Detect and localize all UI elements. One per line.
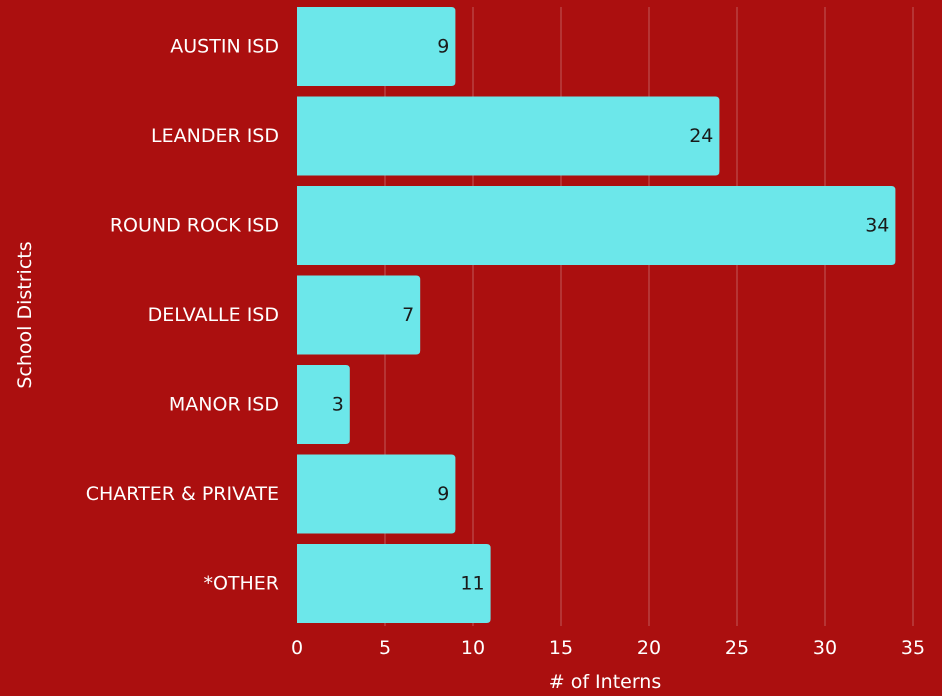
bar xyxy=(297,275,421,355)
data-label: 9 xyxy=(437,483,449,505)
x-tick-label: 0 xyxy=(291,637,303,659)
bar xyxy=(297,7,456,86)
category-label: CHARTER & PRIVATE xyxy=(86,483,279,505)
x-tick-labels: 0 5 10 15 20 25 30 35 xyxy=(291,637,925,659)
category-label: AUSTIN ISD xyxy=(170,36,279,58)
category-labels: AUSTIN ISD LEANDER ISD ROUND ROCK ISD DELVA… xyxy=(86,36,279,595)
bars xyxy=(297,7,896,623)
category-label: ROUND ROCK ISD xyxy=(110,215,279,237)
bar xyxy=(297,186,896,265)
data-label: 7 xyxy=(402,304,414,326)
x-tick-label: 35 xyxy=(901,637,925,659)
category-label: LEANDER ISD xyxy=(151,125,279,147)
x-tick-label: 20 xyxy=(637,637,661,659)
x-tick-label: 5 xyxy=(379,637,391,659)
x-tick-label: 30 xyxy=(813,637,837,659)
bar xyxy=(297,96,720,176)
bar xyxy=(297,365,350,444)
x-axis-title: # of Interns xyxy=(549,671,662,693)
data-labels: 9 24 34 7 3 9 11 xyxy=(332,36,890,595)
data-label: 24 xyxy=(689,125,713,147)
bar xyxy=(297,544,491,623)
data-label: 34 xyxy=(865,215,889,237)
data-label: 11 xyxy=(460,573,484,595)
x-tick-label: 15 xyxy=(549,637,573,659)
x-tick-label: 10 xyxy=(461,637,485,659)
category-label: *OTHER xyxy=(203,573,279,595)
category-label: MANOR ISD xyxy=(169,394,279,416)
data-label: 9 xyxy=(437,36,449,58)
data-label: 3 xyxy=(332,394,344,416)
bar xyxy=(297,454,456,534)
x-tick-label: 25 xyxy=(725,637,749,659)
y-axis-title: School Districts xyxy=(14,241,36,388)
category-label: DELVALLE ISD xyxy=(148,304,279,326)
